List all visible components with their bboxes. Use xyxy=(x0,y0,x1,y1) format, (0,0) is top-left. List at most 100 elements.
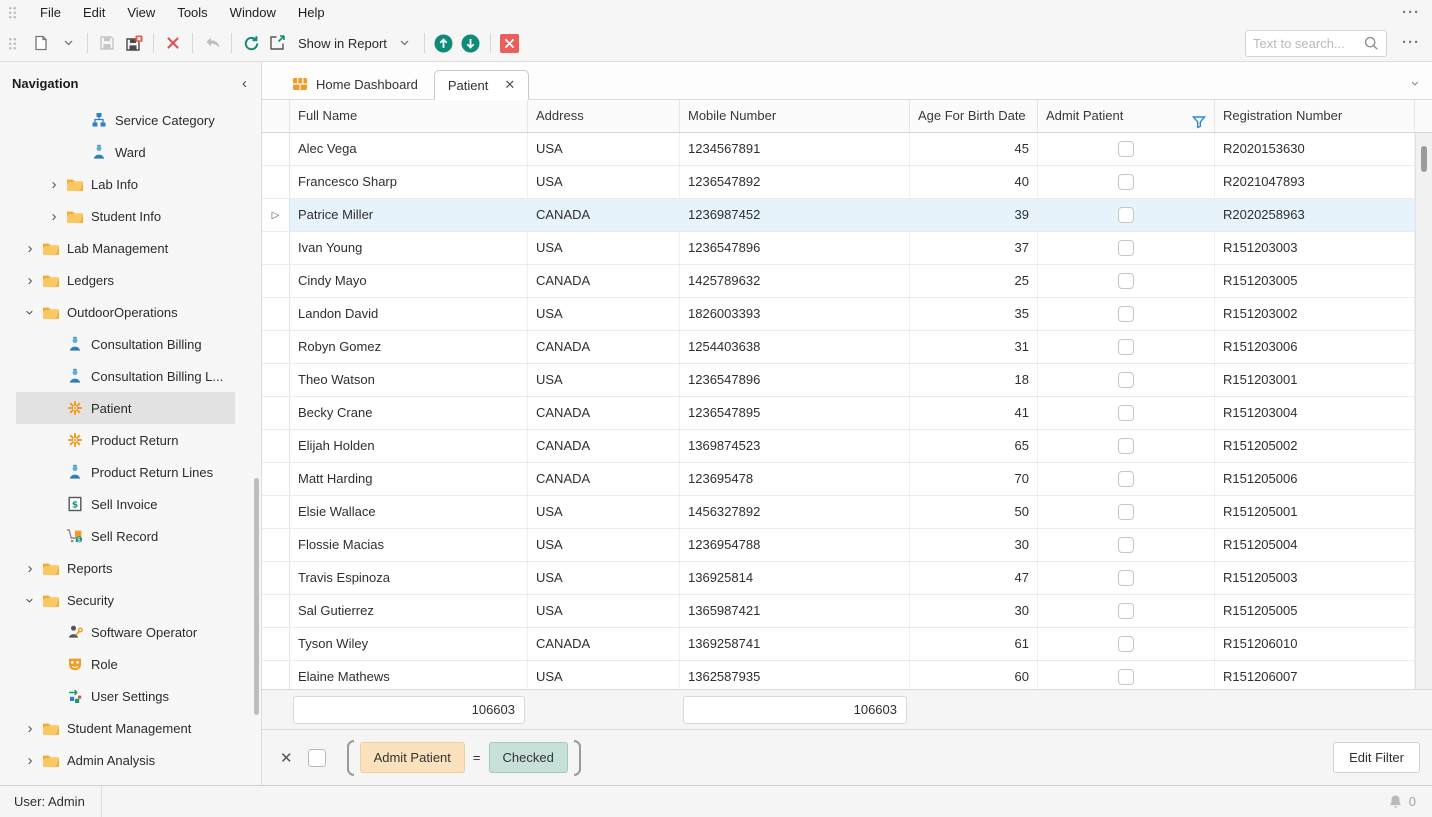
move-up-button[interactable] xyxy=(431,29,457,57)
sidebar-item-user-settings[interactable]: User Settings xyxy=(16,680,235,712)
save-button[interactable] xyxy=(94,29,120,57)
undo-button[interactable] xyxy=(199,29,225,57)
expander-collapsed-icon[interactable]: › xyxy=(44,208,64,225)
tab-close-icon[interactable]: ✕ xyxy=(504,77,515,93)
tab-home-dashboard[interactable]: Home Dashboard xyxy=(276,69,434,99)
sidebar-item-outdooroperations[interactable]: ›OutdoorOperations xyxy=(16,296,235,328)
sidebar-item-ledgers[interactable]: ›Ledgers xyxy=(16,264,235,296)
sidebar-item-reports[interactable]: ›Reports xyxy=(16,552,235,584)
tab-list-chevron-icon[interactable]: › xyxy=(1407,81,1424,86)
notification-area[interactable]: 0 xyxy=(1388,794,1416,809)
table-row[interactable]: Tyson WileyCANADA136925874161R151206010 xyxy=(262,628,1432,661)
toolbar-grip-handle[interactable] xyxy=(8,37,17,50)
sidebar-item-sell-invoice[interactable]: $Sell Invoice xyxy=(16,488,235,520)
column-header-full-name[interactable]: Full Name xyxy=(290,100,528,132)
column-header-age-for-birth-date[interactable]: Age For Birth Date xyxy=(910,100,1038,132)
sidebar-item-lab-info[interactable]: ›Lab Info xyxy=(16,168,235,200)
menu-window[interactable]: Window xyxy=(219,5,287,20)
filter-field-chip[interactable]: Admit Patient xyxy=(360,742,465,773)
sidebar-item-service-category[interactable]: Service Category xyxy=(16,104,235,136)
table-row[interactable]: Ivan YoungUSA123654789637R151203003 xyxy=(262,232,1432,265)
sidebar-item-consultation-billing[interactable]: Consultation Billing xyxy=(16,328,235,360)
new-document-button[interactable] xyxy=(28,29,54,57)
sidebar-item-product-return-lines[interactable]: Product Return Lines xyxy=(16,456,235,488)
show-in-report-button[interactable]: Show in Report xyxy=(298,36,387,51)
search-input[interactable] xyxy=(1253,36,1360,51)
filter-value-chip[interactable]: Checked xyxy=(489,742,568,773)
menu-file[interactable]: File xyxy=(29,5,72,20)
sidebar-item-admin-analysis[interactable]: ›Admin Analysis xyxy=(16,744,235,776)
filter-enable-checkbox[interactable] xyxy=(308,749,326,767)
sidebar-item-product-return[interactable]: Product Return xyxy=(16,424,235,456)
refresh-button[interactable] xyxy=(238,29,264,57)
expander-collapsed-icon[interactable]: › xyxy=(20,720,40,737)
table-row[interactable]: Becky CraneCANADA123654789541R151203004 xyxy=(262,397,1432,430)
menu-grip-handle[interactable] xyxy=(8,6,17,19)
table-row[interactable]: Cindy MayoCANADA142578963225R151203005 xyxy=(262,265,1432,298)
menu-view[interactable]: View xyxy=(116,5,166,20)
admit-patient-checkbox[interactable] xyxy=(1118,372,1134,388)
new-document-dropdown[interactable] xyxy=(55,29,81,57)
table-row[interactable]: Landon DavidUSA182600339335R151203002 xyxy=(262,298,1432,331)
admit-patient-checkbox[interactable] xyxy=(1118,570,1134,586)
admit-patient-checkbox[interactable] xyxy=(1118,306,1134,322)
table-row[interactable]: ▷Patrice MillerCANADA123698745239R202025… xyxy=(262,199,1432,232)
delete-button[interactable] xyxy=(160,29,186,57)
admit-patient-checkbox[interactable] xyxy=(1118,636,1134,652)
sidebar-item-sell-record[interactable]: $Sell Record xyxy=(16,520,235,552)
filter-clear-icon[interactable]: ✕ xyxy=(274,749,299,767)
table-row[interactable]: Sal GutierrezUSA136598742130R151205005 xyxy=(262,595,1432,628)
sidebar-item-student-management[interactable]: ›Student Management xyxy=(16,712,235,744)
move-down-button[interactable] xyxy=(458,29,484,57)
menu-help[interactable]: Help xyxy=(287,5,336,20)
admit-patient-checkbox[interactable] xyxy=(1118,207,1134,223)
table-row[interactable]: Alec VegaUSA123456789145R2020153630 xyxy=(262,133,1432,166)
expander-collapsed-icon[interactable]: › xyxy=(20,752,40,769)
table-row[interactable]: Elaine MathewsUSA136258793560R151206007 xyxy=(262,661,1432,689)
table-row[interactable]: Flossie MaciasUSA123695478830R151205004 xyxy=(262,529,1432,562)
search-icon[interactable] xyxy=(1364,36,1379,51)
column-header-admit-patient[interactable]: Admit Patient xyxy=(1038,100,1215,132)
column-header-registration-number[interactable]: Registration Number xyxy=(1215,100,1415,132)
admit-patient-checkbox[interactable] xyxy=(1118,141,1134,157)
edit-filter-button[interactable]: Edit Filter xyxy=(1333,742,1420,773)
column-header-mobile-number[interactable]: Mobile Number xyxy=(680,100,910,132)
table-row[interactable]: Matt HardingCANADA12369547870R151205006 xyxy=(262,463,1432,496)
menu-tools[interactable]: Tools xyxy=(166,5,218,20)
collapse-panel-icon[interactable]: ‹ xyxy=(242,75,247,92)
toolbar-overflow-icon[interactable]: ··· xyxy=(1402,38,1420,48)
filter-funnel-icon[interactable] xyxy=(1192,109,1206,132)
sidebar-item-student-info[interactable]: ›Student Info xyxy=(16,200,235,232)
expander-expanded-icon[interactable]: › xyxy=(22,590,39,610)
admit-patient-checkbox[interactable] xyxy=(1118,438,1134,454)
export-report-button[interactable] xyxy=(265,29,291,57)
menu-edit[interactable]: Edit xyxy=(72,5,116,20)
admit-patient-checkbox[interactable] xyxy=(1118,273,1134,289)
save-as-button[interactable] xyxy=(121,29,147,57)
expander-collapsed-icon[interactable]: › xyxy=(20,272,40,289)
admit-patient-checkbox[interactable] xyxy=(1118,471,1134,487)
admit-patient-checkbox[interactable] xyxy=(1118,504,1134,520)
expander-expanded-icon[interactable]: › xyxy=(22,302,39,322)
sidebar-item-software-operator[interactable]: Software Operator xyxy=(16,616,235,648)
table-row[interactable]: Travis EspinozaUSA13692581447R151205003 xyxy=(262,562,1432,595)
sidebar-item-patient[interactable]: Patient xyxy=(16,392,235,424)
admit-patient-checkbox[interactable] xyxy=(1118,339,1134,355)
sidebar-item-consultation-billing-l[interactable]: Consultation Billing L... xyxy=(16,360,235,392)
table-row[interactable]: Elijah HoldenCANADA136987452365R15120500… xyxy=(262,430,1432,463)
sidebar-item-ward[interactable]: Ward xyxy=(16,136,235,168)
table-row[interactable]: Robyn GomezCANADA125440363831R151203006 xyxy=(262,331,1432,364)
menu-overflow-icon[interactable]: ··· xyxy=(1402,8,1420,18)
admit-patient-checkbox[interactable] xyxy=(1118,537,1134,553)
table-row[interactable]: Francesco SharpUSA123654789240R202104789… xyxy=(262,166,1432,199)
show-in-report-dropdown[interactable] xyxy=(392,29,418,57)
admit-patient-checkbox[interactable] xyxy=(1118,405,1134,421)
filter-operator[interactable]: = xyxy=(473,750,481,765)
close-view-button[interactable] xyxy=(497,29,523,57)
admit-patient-checkbox[interactable] xyxy=(1118,669,1134,685)
table-row[interactable]: Elsie WallaceUSA145632789250R151205001 xyxy=(262,496,1432,529)
admit-patient-checkbox[interactable] xyxy=(1118,603,1134,619)
admit-patient-checkbox[interactable] xyxy=(1118,174,1134,190)
sidebar-item-lab-management[interactable]: ›Lab Management xyxy=(16,232,235,264)
expander-collapsed-icon[interactable]: › xyxy=(20,560,40,577)
